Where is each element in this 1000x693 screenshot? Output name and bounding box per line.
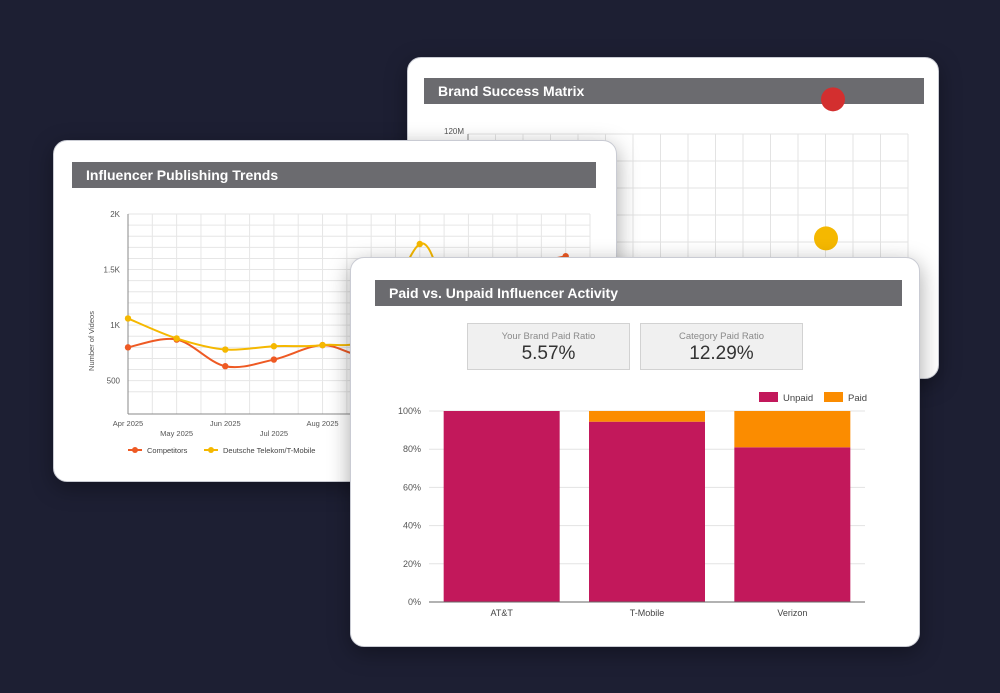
legend-paid-label[interactable]: Paid	[848, 393, 867, 404]
bars-y-tick-label: 100%	[398, 406, 421, 416]
trends-x-tick-label: Jun 2025	[210, 419, 241, 428]
matrix-point[interactable]	[814, 226, 838, 251]
matrix-points	[814, 87, 845, 251]
legend-paid-swatch	[824, 392, 843, 402]
bar-segment-unpaid[interactable]	[589, 421, 705, 602]
kpi-category-paid-ratio-label: Category Paid Ratio	[678, 331, 765, 342]
kpi-brand-paid-ratio: Your Brand Paid Ratio 5.57%	[467, 323, 630, 370]
trends-data-point[interactable]	[270, 343, 278, 350]
bars-x-tick-label: T-Mobile	[630, 608, 665, 618]
bars-y-tick-label: 40%	[403, 521, 421, 531]
trends-data-point[interactable]	[124, 315, 132, 322]
trends-y-tick-label: 500	[107, 377, 121, 386]
matrix-y-tick-label: 120M	[444, 127, 464, 136]
legend-dt-label[interactable]: Deutsche Telekom/T-Mobile	[223, 446, 315, 455]
trends-x-tick-label: Apr 2025	[113, 419, 143, 428]
paid-unpaid-title: Paid vs. Unpaid Influencer Activity	[375, 280, 902, 306]
trends-x-tick-label: Aug 2025	[306, 419, 338, 428]
legend-unpaid-swatch	[759, 392, 778, 402]
bars-y-ticks: 0% 20% 40% 60% 80% 100%	[398, 406, 421, 607]
bars-legend: Unpaid Paid	[759, 392, 867, 404]
trends-x-tick-label: May 2025	[160, 429, 193, 438]
trends-data-point[interactable]	[124, 344, 132, 351]
legend-competitors-label[interactable]: Competitors	[147, 446, 188, 455]
trends-y-tick-label: 2K	[110, 210, 120, 219]
kpi-category-paid-ratio: Category Paid Ratio 12.29%	[640, 323, 803, 370]
trends-y-axis-label: Number of Videos	[87, 311, 96, 371]
trends-y-tick-label: 1K	[110, 321, 120, 330]
publishing-trends-title: Influencer Publishing Trends	[72, 162, 596, 188]
kpi-brand-paid-ratio-label: Your Brand Paid Ratio	[501, 331, 596, 342]
paid-unpaid-card: Paid vs. Unpaid Influencer Activity Your…	[350, 257, 920, 647]
bar-segment-paid[interactable]	[734, 411, 851, 448]
trends-data-point[interactable]	[416, 240, 423, 248]
bar-segment-paid[interactable]	[589, 411, 705, 422]
trends-data-point[interactable]	[222, 363, 229, 370]
matrix-point[interactable]	[821, 87, 845, 112]
bars-y-tick-label: 60%	[403, 482, 421, 492]
legend-dt-marker	[208, 447, 214, 453]
bars-rects	[443, 411, 851, 602]
trends-x-tick-label: Jul 2025	[260, 429, 288, 438]
trends-data-point[interactable]	[173, 335, 180, 342]
bars-x-ticks: AT&T T-Mobile Verizon	[490, 608, 807, 618]
bars-y-tick-label: 20%	[403, 559, 421, 569]
bar-segment-unpaid[interactable]	[734, 447, 851, 602]
trends-data-point[interactable]	[270, 356, 278, 363]
bars-x-tick-label: Verizon	[777, 608, 807, 618]
trends-legend: Competitors Deutsche Telekom/T-Mobile	[128, 446, 315, 455]
trends-y-ticks: 500 1K 1.5K 2K	[104, 210, 121, 386]
paid-unpaid-chart: 0% 20% 40% 60% 80% 100% AT&T T-Mobile Verizon U…	[398, 392, 867, 618]
legend-competitors-marker	[132, 447, 138, 453]
bars-y-tick-label: 0%	[408, 597, 421, 607]
bars-x-tick-label: AT&T	[490, 608, 513, 618]
bars-y-tick-label: 80%	[403, 444, 421, 454]
kpi-category-paid-ratio-value: 12.29%	[689, 343, 754, 364]
trends-data-point[interactable]	[222, 346, 229, 353]
legend-unpaid-label[interactable]: Unpaid	[783, 393, 813, 404]
kpi-brand-paid-ratio-value: 5.57%	[521, 343, 576, 364]
bar-segment-unpaid[interactable]	[443, 411, 560, 602]
trends-y-tick-label: 1.5K	[104, 266, 121, 275]
trends-data-point[interactable]	[319, 341, 326, 349]
